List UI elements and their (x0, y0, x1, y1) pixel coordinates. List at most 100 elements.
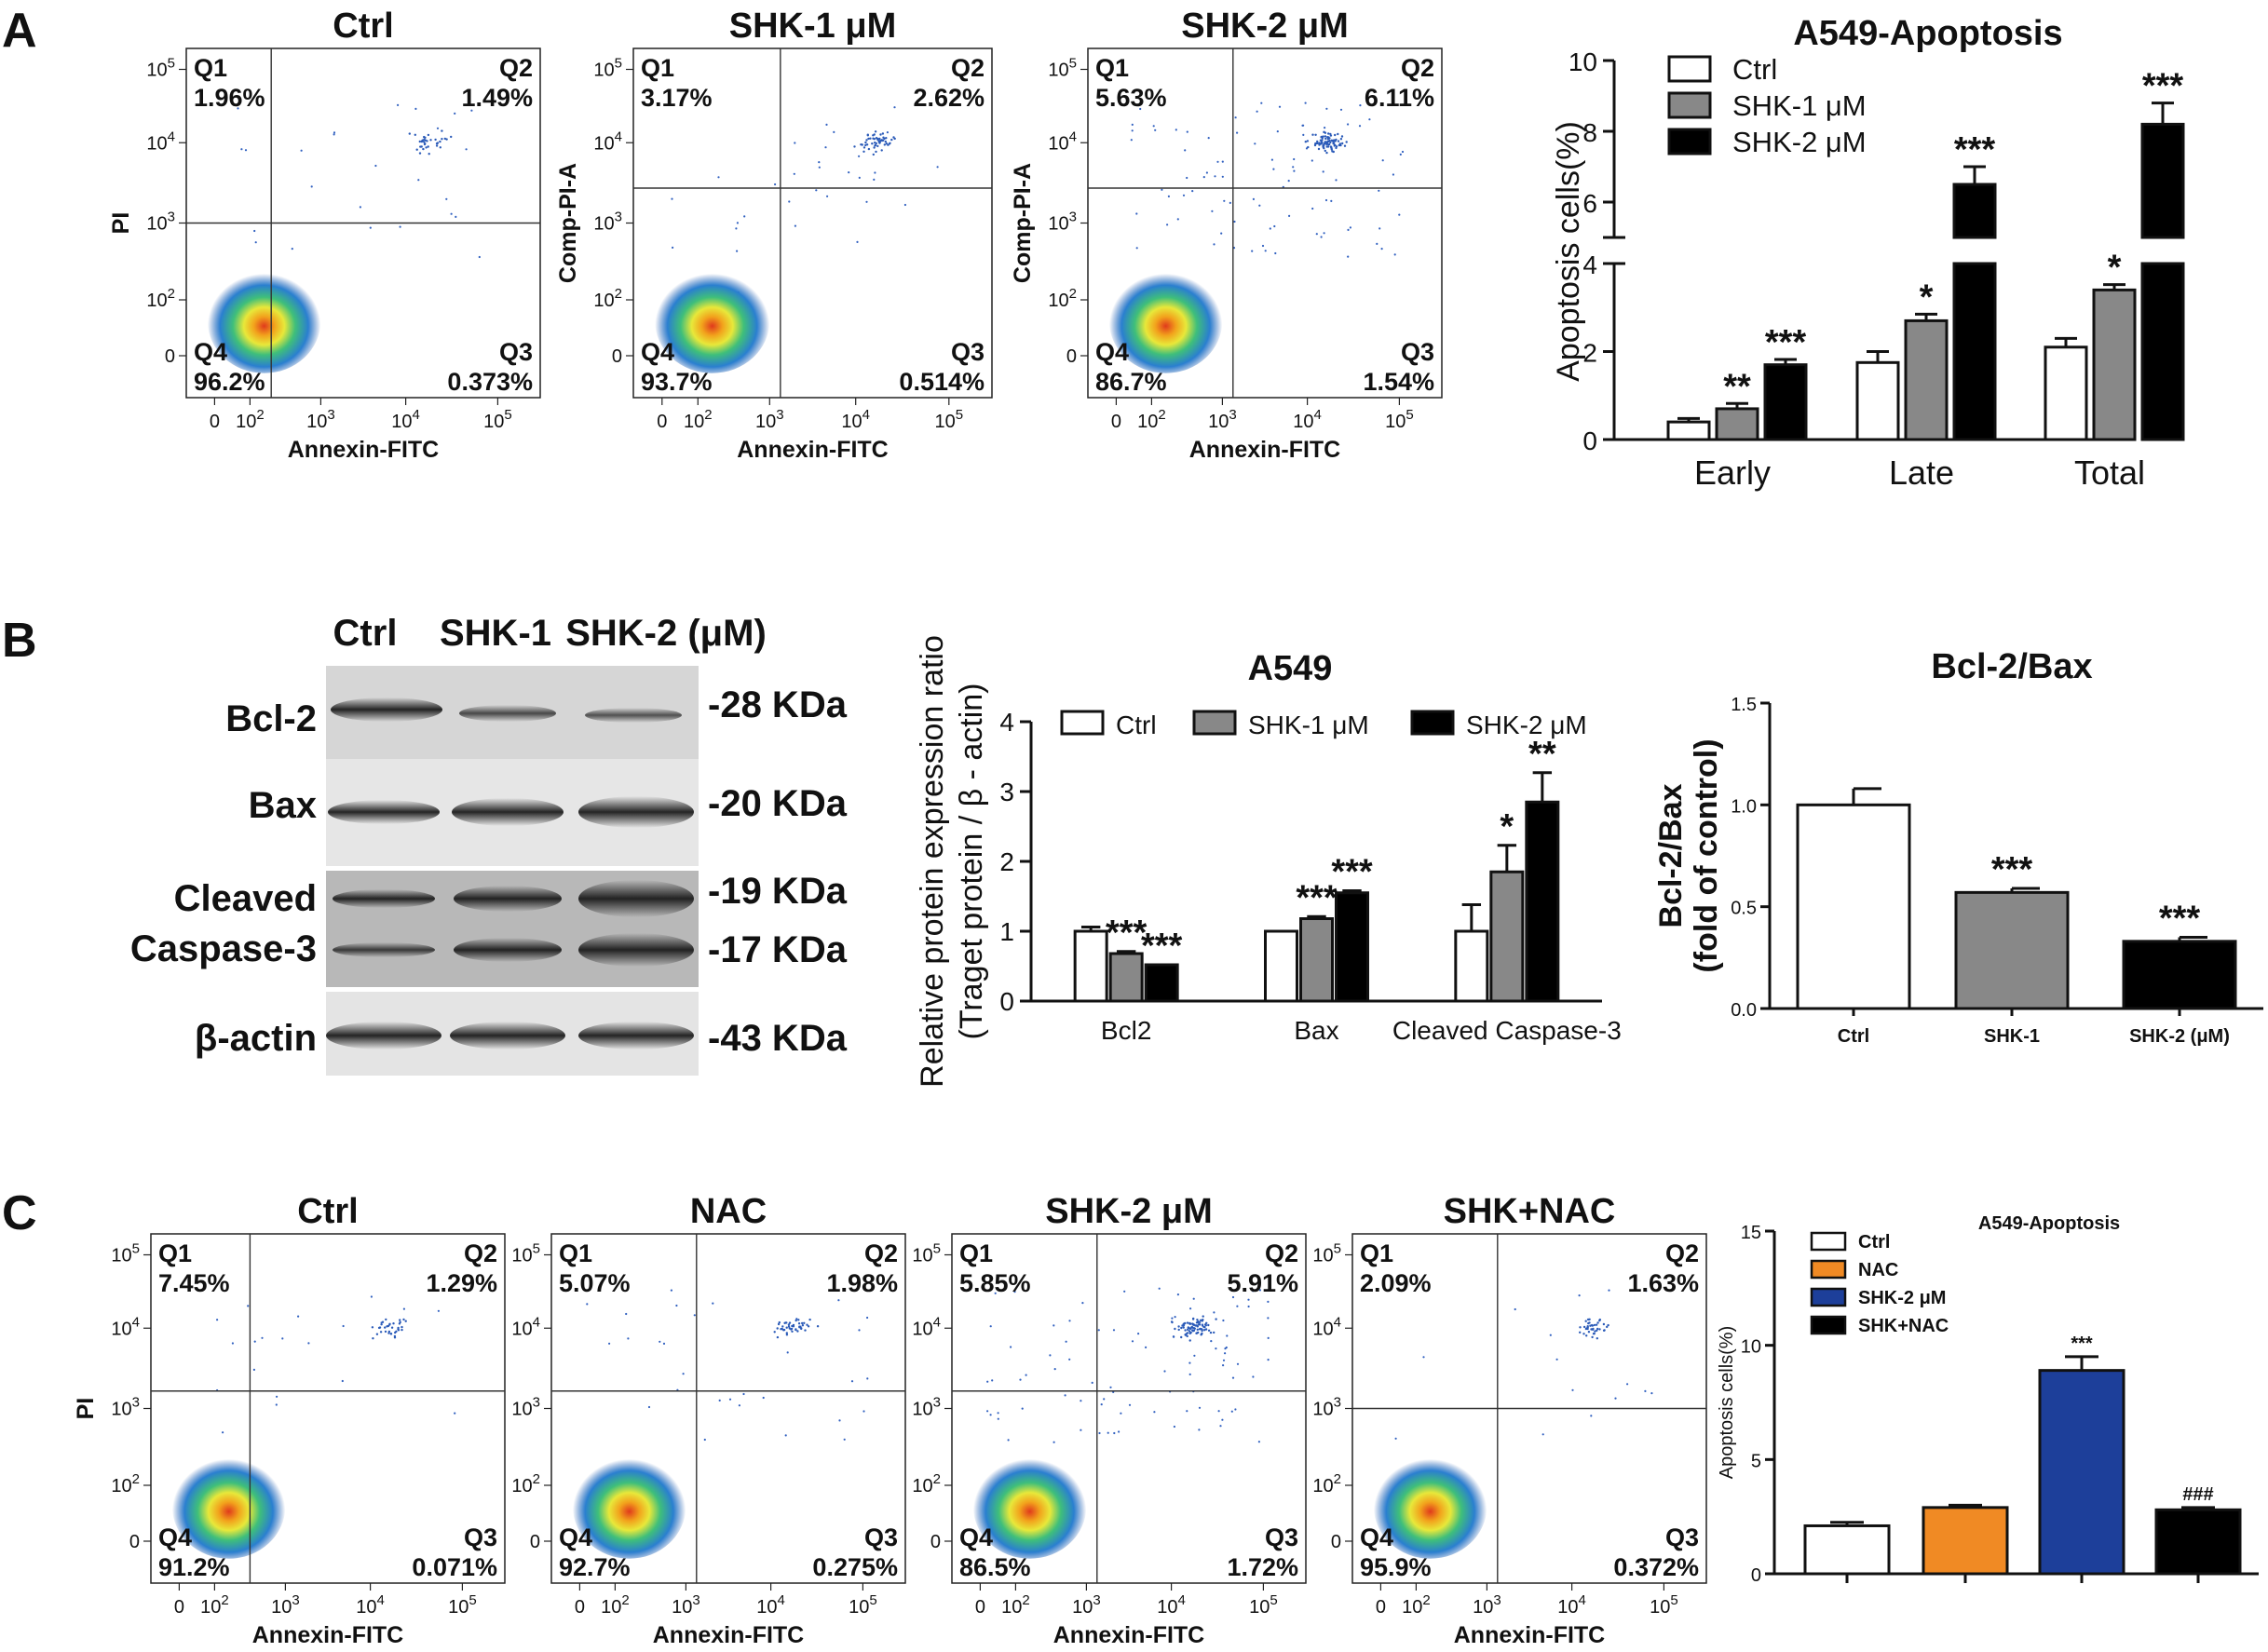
flow-dot (1213, 243, 1215, 246)
flow-q2-value: 1.63% (1627, 1269, 1699, 1297)
flow-dot (991, 1379, 994, 1382)
flow-cell-cloud (1373, 1454, 1487, 1559)
flow-dot (1337, 140, 1340, 142)
flow-dot (788, 200, 791, 203)
flow-dot (794, 1328, 797, 1331)
flow-x-tick-label: 0 (575, 1597, 585, 1618)
flow-dot (1025, 1374, 1027, 1376)
flow-density (572, 1454, 686, 1559)
flow-dot (776, 1327, 779, 1330)
flow-dot (800, 1327, 803, 1331)
flow-dot (1224, 1347, 1227, 1350)
flow-y-tick-label: 104 (146, 129, 175, 154)
flow-dot (1267, 1336, 1270, 1339)
flow-dot (1287, 180, 1290, 183)
flow-dot (428, 153, 430, 156)
bar-significance: *** (1106, 914, 1148, 953)
flow-x-tick-label: 103 (306, 407, 335, 432)
flow-dot (333, 133, 335, 136)
bar-significance: *** (2142, 67, 2184, 106)
flow-dot (450, 135, 453, 139)
flow-dot (888, 142, 891, 145)
flow-dot (1247, 1305, 1250, 1308)
flow-dot (788, 1321, 792, 1324)
wb-band-bax-ctrl (328, 800, 440, 824)
flow-dot (1347, 255, 1350, 258)
flow-y-tick-label: 103 (146, 210, 175, 235)
flow-dot (1174, 1327, 1176, 1331)
flow-dot (586, 1303, 589, 1306)
flow-dot (333, 131, 336, 134)
flow-dot (785, 1326, 788, 1329)
flow-dot (420, 140, 424, 142)
flow-q2-cluster (773, 1318, 820, 1339)
flow-dot (1194, 1324, 1198, 1327)
flow-dot (1191, 1326, 1194, 1329)
flow-dot (423, 142, 427, 146)
flow-dot (1316, 140, 1319, 143)
flow-dot (1541, 1433, 1544, 1436)
flow-dot (1131, 129, 1134, 132)
flow-dot (1368, 118, 1371, 121)
flow-q1-label: Q1 (641, 54, 674, 82)
flow-dot (1205, 171, 1208, 174)
flow-x-tick-label: 104 (391, 407, 420, 432)
flow-dot (1329, 141, 1332, 144)
flow-x-tick-label: 102 (1137, 407, 1166, 432)
flow-x-tick-label: 105 (483, 407, 512, 432)
flow-dot (342, 1324, 345, 1328)
flow-dot (1188, 1327, 1192, 1331)
flow-q3-value: 0.372% (1613, 1553, 1699, 1581)
bar-significance: *** (2071, 1334, 2093, 1354)
wb-band-bcl2-shk2 (585, 708, 682, 723)
flow-dot (784, 1321, 787, 1324)
flow-dot (712, 1302, 714, 1305)
flow-dot (1302, 133, 1305, 136)
flow-y-tick-label: 0 (930, 1532, 941, 1552)
flow-dot (1320, 136, 1323, 139)
flow-dot (735, 227, 738, 230)
flow-dot (986, 1380, 989, 1383)
flow-title: NAC (690, 1192, 767, 1231)
wb-band-bax-shk1 (452, 798, 564, 826)
flow-dot (1595, 1323, 1598, 1326)
flow-dot (736, 250, 739, 252)
flow-dot (1339, 138, 1343, 141)
flow-dot (424, 139, 427, 142)
flow-dot (875, 150, 877, 154)
flow-y-tick-label: 104 (1048, 129, 1077, 154)
flow-dot (1188, 1373, 1191, 1375)
flow-y-tick-label: 102 (1312, 1471, 1341, 1496)
bar-significance: *** (1991, 850, 2033, 889)
flow-dot (1644, 1389, 1647, 1392)
flow-dot (1315, 142, 1318, 145)
flow-q2-value: 2.62% (913, 84, 985, 112)
flow-dot (878, 142, 881, 144)
flow-dot (399, 1319, 401, 1321)
flow-dot (1305, 147, 1309, 150)
flow-y-tick-label: 105 (912, 1241, 941, 1266)
flow-dot (1176, 1293, 1179, 1296)
bar-y-axis-label-2: (Traget protein / β - actin) (954, 684, 989, 1040)
flow-dot (1175, 129, 1177, 131)
flow-dot (1161, 188, 1163, 191)
flow-dot (1166, 223, 1169, 226)
bar-rect (1108, 952, 1144, 1003)
flow-dot (415, 148, 418, 151)
bar-rect (1525, 800, 1560, 1003)
flow-q2-label: Q2 (1401, 54, 1434, 82)
flow-dot (434, 138, 437, 142)
flow-dot (1222, 1364, 1225, 1367)
flow-dot (1010, 1346, 1012, 1348)
legend-label: SHK-2 μM (1466, 711, 1587, 739)
flow-dot (1335, 146, 1338, 150)
flow-dot (778, 1320, 781, 1324)
flow-x-tick-label: 105 (849, 1592, 877, 1618)
flow-dot (1606, 1325, 1609, 1329)
bar-rect-lower (1952, 262, 1997, 441)
flow-dot (1324, 141, 1327, 143)
bar-rect (2038, 1369, 2125, 1576)
flow-dot (781, 1327, 783, 1331)
flow-dot (1192, 1297, 1195, 1300)
flow-dot (1209, 1331, 1213, 1334)
